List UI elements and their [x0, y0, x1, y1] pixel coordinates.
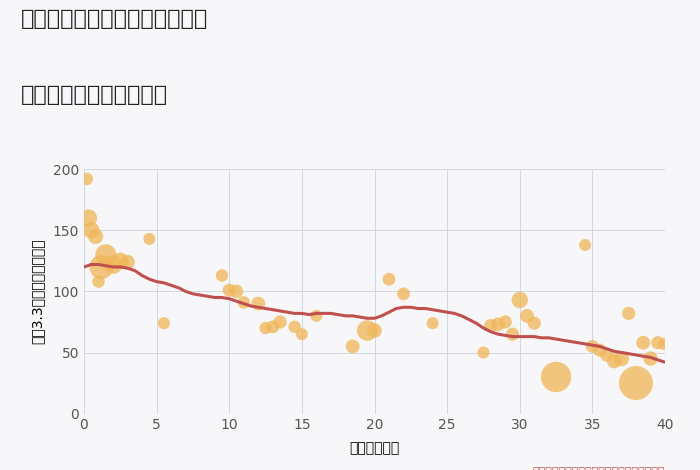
X-axis label: 築年数（年）: 築年数（年） — [349, 441, 400, 455]
Point — [638, 339, 649, 346]
Point — [580, 241, 591, 249]
Point — [108, 261, 119, 268]
Text: 円の大きさは、取引のあった物件面積を示す: 円の大きさは、取引のあった物件面積を示す — [533, 467, 665, 470]
Point — [528, 320, 540, 327]
Point — [274, 318, 286, 326]
Point — [631, 379, 642, 387]
Point — [238, 298, 249, 306]
Point — [478, 349, 489, 356]
Point — [83, 214, 94, 222]
Point — [623, 310, 634, 317]
Point — [267, 323, 279, 330]
Point — [224, 286, 235, 294]
Point — [260, 324, 271, 332]
Point — [347, 343, 358, 350]
Point — [81, 175, 92, 183]
Point — [616, 355, 627, 362]
Point — [231, 288, 242, 295]
Point — [289, 323, 300, 330]
Point — [645, 355, 656, 362]
Point — [296, 330, 307, 338]
Point — [93, 278, 104, 285]
Point — [659, 340, 671, 348]
Point — [514, 296, 525, 304]
Point — [427, 320, 438, 327]
Point — [500, 318, 511, 326]
Point — [485, 322, 496, 329]
Text: 大阪府堺市北区百舌鳥赤畑町の: 大阪府堺市北区百舌鳥赤畑町の — [21, 9, 209, 30]
Point — [122, 258, 133, 266]
Point — [398, 290, 409, 298]
Point — [522, 312, 533, 320]
Point — [253, 300, 264, 307]
Point — [158, 320, 169, 327]
Point — [507, 330, 518, 338]
Y-axis label: 坪（3.3㎡）単価（万円）: 坪（3.3㎡）単価（万円） — [30, 239, 44, 344]
Point — [362, 327, 373, 334]
Point — [608, 357, 620, 365]
Point — [85, 227, 97, 234]
Point — [587, 343, 598, 350]
Point — [90, 233, 101, 240]
Point — [594, 346, 606, 354]
Point — [550, 373, 561, 381]
Point — [144, 235, 155, 243]
Text: 築年数別中古戸建て価格: 築年数別中古戸建て価格 — [21, 85, 168, 105]
Point — [100, 251, 111, 258]
Point — [115, 257, 126, 265]
Point — [652, 339, 664, 346]
Point — [216, 272, 228, 279]
Point — [369, 327, 380, 334]
Point — [311, 312, 322, 320]
Point — [384, 275, 395, 283]
Point — [492, 321, 503, 328]
Point — [601, 351, 612, 359]
Point — [96, 263, 107, 271]
